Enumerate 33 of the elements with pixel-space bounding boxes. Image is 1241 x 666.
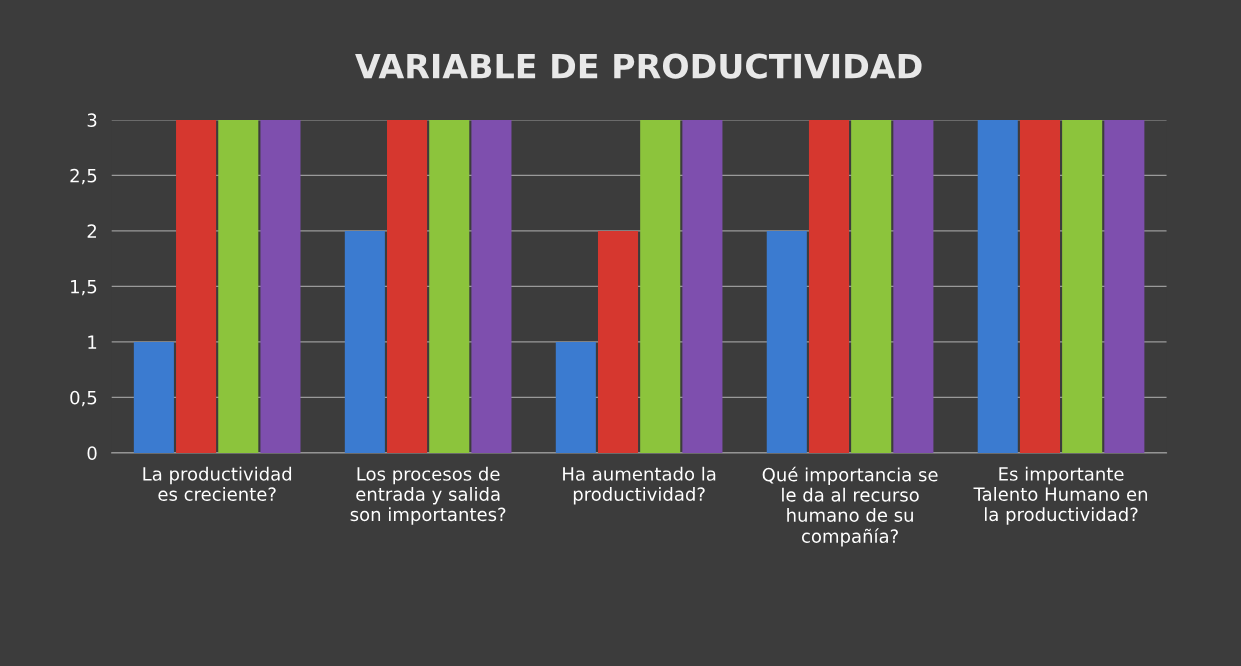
chart-title: VARIABLE DE PRODUCTIVIDAD [355,53,922,79]
y-tick-label: 3 [87,113,97,127]
x-tick-label: Ha aumentado la productividad? [563,466,716,505]
bar [429,119,470,453]
bar [977,119,1018,453]
y-tick-label: 0,5 [70,390,97,407]
bar [597,230,639,453]
y-tick-label: 1 [88,335,97,349]
bar [176,119,217,453]
bar [344,230,385,453]
bar [1104,119,1145,453]
bar [218,119,259,453]
x-tick-label: La productividad es creciente? [143,466,292,501]
bar [640,119,681,453]
x-tick-label: Es importante Talento Humano en la productividad? [973,466,1148,525]
y-tick-label: 0 [87,446,97,460]
bar [851,119,892,453]
bar [1019,119,1060,453]
y-tick-label: 2,5 [70,168,97,185]
bar [682,119,723,453]
bar [766,230,807,453]
bar [555,341,596,453]
bar [808,119,850,453]
x-tick-label: Qué importancia se le da al recurso humano de su compañía? [762,466,938,547]
y-tick-label: 2 [87,224,96,238]
bar [260,119,301,453]
bar [471,119,512,453]
bar [133,341,174,453]
x-tick-label: Los procesos de entrada y salida son importantes? [350,466,506,525]
bar [893,119,934,453]
y-tick-label: 1,5 [71,280,97,296]
bar [387,119,428,453]
bar [1062,119,1103,453]
